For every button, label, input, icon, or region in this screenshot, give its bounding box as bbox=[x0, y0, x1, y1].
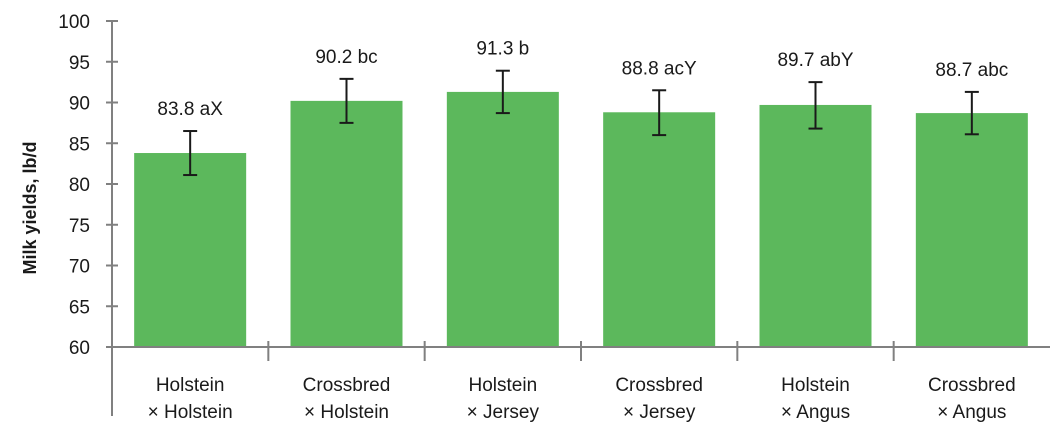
y-tick-label: 70 bbox=[69, 257, 90, 278]
data-label: 91.3 b bbox=[476, 39, 529, 60]
data-label: 83.8 aX bbox=[157, 99, 223, 120]
bar bbox=[446, 91, 559, 347]
category-label: × Holstein bbox=[148, 402, 233, 423]
data-label: 88.8 acY bbox=[622, 58, 697, 79]
labels-layer: 83.8 aX Holstein × Holstein 90.2 bc Crossbre… bbox=[58, 12, 1015, 423]
category-label: Crossbred bbox=[928, 375, 1016, 396]
category-label: × Angus bbox=[781, 402, 850, 423]
category-label: Holstein bbox=[156, 375, 225, 396]
bar bbox=[759, 104, 872, 347]
bars-layer bbox=[134, 91, 1028, 348]
data-label: 90.2 bc bbox=[315, 47, 377, 68]
category-label: × Jersey bbox=[623, 402, 696, 423]
bar bbox=[603, 112, 716, 347]
bar bbox=[915, 113, 1028, 347]
category-label: Holstein bbox=[469, 375, 538, 396]
bar bbox=[290, 100, 403, 348]
category-label: Crossbred bbox=[615, 375, 703, 396]
y-tick-label: 95 bbox=[69, 53, 90, 74]
bar bbox=[134, 153, 247, 347]
y-tick-label: 80 bbox=[69, 175, 90, 196]
category-label: × Holstein bbox=[304, 402, 389, 423]
y-tick-label: 60 bbox=[69, 338, 90, 359]
y-tick-label: 100 bbox=[58, 12, 90, 33]
data-label: 89.7 abY bbox=[777, 50, 853, 71]
data-label: 88.7 abc bbox=[935, 60, 1008, 81]
y-tick-label: 85 bbox=[69, 134, 90, 155]
y-tick-label: 65 bbox=[69, 297, 90, 318]
category-label: Crossbred bbox=[303, 375, 391, 396]
y-axis-title: Milk yields, lb/d bbox=[20, 141, 40, 274]
category-label: × Jersey bbox=[467, 402, 540, 423]
category-label: Holstein bbox=[781, 375, 850, 396]
axes-layer bbox=[106, 20, 1050, 416]
y-tick-label: 90 bbox=[69, 94, 90, 115]
category-label: × Angus bbox=[937, 402, 1006, 423]
error-bars-layer bbox=[183, 69, 979, 177]
y-tick-label: 75 bbox=[69, 216, 90, 237]
